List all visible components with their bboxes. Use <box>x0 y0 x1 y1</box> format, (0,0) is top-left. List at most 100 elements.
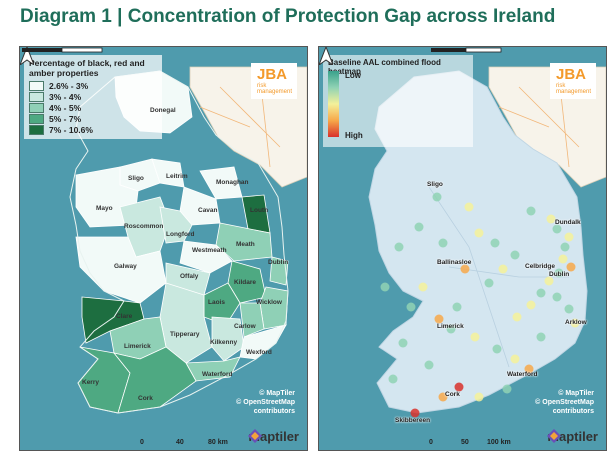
flood-hotspot <box>410 408 420 418</box>
flood-hotspot <box>570 318 580 328</box>
flood-hotspot <box>502 384 512 394</box>
legend-high-label: High <box>345 131 363 140</box>
county-label: Waterford <box>202 371 233 378</box>
county-label: Limerick <box>124 343 151 350</box>
county-kildare <box>227 260 267 304</box>
flood-hotspot <box>406 302 416 312</box>
map-legend: Percentage of black, red and amber prope… <box>24 55 162 139</box>
legend-title: Percentage of black, red and amber prope… <box>29 58 145 78</box>
county-label: Westmeath <box>192 247 227 254</box>
heatmap-legend-title: Baseline AAL combined flood heatmap <box>328 58 441 76</box>
flood-hotspot <box>512 312 522 322</box>
county-label: Meath <box>236 241 255 248</box>
flood-hotspot <box>380 282 390 292</box>
flood-hotspot <box>564 232 574 242</box>
scale-label-0: 0 <box>429 439 433 446</box>
county-dublin <box>269 256 289 286</box>
flood-hotspot <box>418 282 428 292</box>
flood-hotspot <box>546 214 556 224</box>
county-label: Sligo <box>128 175 144 182</box>
place-label: Arklow <box>565 319 587 326</box>
county-label: Donegal <box>150 107 176 114</box>
flood-hotspot <box>398 338 408 348</box>
county-label: Laois <box>208 299 225 306</box>
flood-hotspot <box>424 360 434 370</box>
maptiler-logo: maptiler <box>248 429 299 444</box>
legend-label: 4% - 5% <box>49 102 82 113</box>
county-label: Kerry <box>82 379 99 386</box>
place-label: Limerick <box>437 323 464 330</box>
scale-label-mid: 50 <box>461 439 469 446</box>
county-wicklow <box>259 286 289 330</box>
flood-hotspot <box>388 374 398 384</box>
choropleth-map-canvas <box>20 47 307 450</box>
scale-label-0: 0 <box>140 439 144 446</box>
flood-hotspot <box>552 224 562 234</box>
heatmap-legend: Baseline AAL combined flood heatmap Low … <box>323 55 473 147</box>
scale-label-end: 80 km <box>208 439 228 446</box>
county-label: Dublin <box>268 259 289 266</box>
flood-hotspot <box>394 242 404 252</box>
county-label: Tipperary <box>170 331 200 338</box>
flood-hotspot <box>474 228 484 238</box>
legend-swatch <box>29 91 44 102</box>
legend-swatch <box>29 113 44 124</box>
protection-gap-map: Percentage of black, red and amber prope… <box>19 46 308 451</box>
flood-hotspot <box>438 392 448 402</box>
legend-item: 5% - 7% <box>29 113 157 124</box>
county-westmeath <box>179 240 233 274</box>
county-cork <box>112 346 197 414</box>
legend-low-label: Low <box>345 71 361 80</box>
flood-hotspot <box>564 304 574 314</box>
flood-hotspot <box>510 354 520 364</box>
county-label: Longford <box>166 231 195 238</box>
jba-logo: JBA risk management <box>251 63 297 99</box>
scale-label-mid: 40 <box>176 439 184 446</box>
river-lines <box>428 186 569 368</box>
county-kilkenny <box>211 316 245 362</box>
legend-item: 4% - 5% <box>29 102 157 113</box>
heatmap-gradient-bar <box>328 71 339 137</box>
flood-hotspot <box>434 314 444 324</box>
scale-bar <box>22 47 103 53</box>
county-label: Kildare <box>234 279 257 286</box>
place-label: Celbridge <box>525 263 555 270</box>
county-label: Cavan <box>198 207 218 214</box>
county-label: Louth <box>250 207 269 214</box>
place-label: Ballinasloe <box>437 259 472 266</box>
place-label: Sligo <box>427 181 443 188</box>
flood-hotspot <box>454 382 464 392</box>
county-label: Clare <box>116 313 133 320</box>
county-label: Carlow <box>234 323 256 330</box>
county-longford <box>159 206 193 244</box>
flood-heatmap-map: Baseline AAL combined flood heatmap Low … <box>318 46 607 451</box>
county-label: Wexford <box>246 349 272 356</box>
flood-hotspot <box>460 264 470 274</box>
flood-hotspot <box>452 302 462 312</box>
legend-item: 7% - 10.6% <box>29 124 157 135</box>
maptiler-icon <box>248 429 263 443</box>
flood-hotspot <box>510 250 520 260</box>
flood-hotspot <box>566 262 576 272</box>
north-arrow-icon <box>319 47 333 65</box>
legend-item: 3% - 4% <box>29 91 157 102</box>
maptiler-icon <box>547 429 562 443</box>
county-label: Offaly <box>180 273 199 280</box>
flood-hotspot <box>552 292 562 302</box>
flood-hotspot <box>526 300 536 310</box>
county-label: Galway <box>114 263 137 270</box>
scale-bar <box>431 47 502 53</box>
flood-hotspot <box>544 276 554 286</box>
flood-hotspot <box>560 242 570 252</box>
maptiler-logo: maptiler <box>547 429 598 444</box>
map-credit: © MapTiler © OpenStreetMap contributors <box>236 390 295 415</box>
legend-label: 5% - 7% <box>49 113 82 124</box>
jba-logo: JBA risk management <box>550 63 596 99</box>
place-label: Waterford <box>507 371 538 378</box>
place-label: Dundalk <box>555 219 581 226</box>
ireland-outline <box>69 70 289 414</box>
county-label: Wicklow <box>256 299 282 306</box>
map-credit: © MapTiler © OpenStreetMap contributors <box>535 390 594 415</box>
county-label: Roscommon <box>124 223 164 230</box>
scale-label-end: 100 km <box>487 439 511 446</box>
